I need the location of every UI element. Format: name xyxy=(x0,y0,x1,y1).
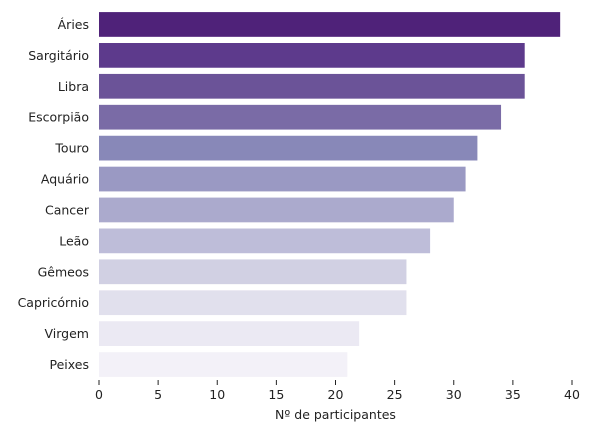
x-tick-label: 35 xyxy=(505,387,521,402)
y-tick-label: Áries xyxy=(58,17,89,32)
y-tick-label: Leão xyxy=(59,233,89,248)
x-tick-label: 15 xyxy=(268,387,284,402)
bar-3 xyxy=(99,73,525,99)
x-tick-label: 25 xyxy=(387,387,403,402)
y-tick-label: Sargitário xyxy=(28,48,89,63)
x-tick-label: 30 xyxy=(446,387,462,402)
x-axis: 0 5 10 15 20 25 30 35 40 xyxy=(95,380,580,402)
bar-7 xyxy=(99,197,454,223)
y-tick-label: Touro xyxy=(54,141,89,156)
bar-9 xyxy=(99,259,407,285)
y-tick-label: Escorpião xyxy=(28,110,89,125)
bar-10 xyxy=(99,290,407,316)
bar-4 xyxy=(99,104,502,130)
bar-12 xyxy=(99,352,348,377)
bar-11 xyxy=(99,321,360,346)
y-tick-label: Libra xyxy=(58,79,89,94)
y-tick-label: Peixes xyxy=(50,357,89,372)
x-tick-label: 20 xyxy=(328,387,344,402)
y-tick-label: Aquário xyxy=(41,172,89,187)
bar-6 xyxy=(99,166,466,192)
bars-layer xyxy=(99,12,561,377)
x-tick-label: 0 xyxy=(95,387,103,402)
y-tick-label: Gêmeos xyxy=(38,264,89,279)
y-tick-label: Cancer xyxy=(45,202,90,217)
y-axis-labels: Áries Sargitário Libra Escorpião Touro Aquári… xyxy=(18,17,90,372)
x-tick-label: 40 xyxy=(564,387,580,402)
x-tick-label: 5 xyxy=(154,387,162,402)
bar-5 xyxy=(99,135,478,161)
bar-8 xyxy=(99,228,431,254)
y-tick-label: Capricórnio xyxy=(18,295,89,310)
y-tick-label: Virgem xyxy=(45,326,89,341)
bar-2 xyxy=(99,43,525,68)
bar-1 xyxy=(99,12,561,37)
x-tick-label: 10 xyxy=(209,387,225,402)
x-axis-title: Nº de participantes xyxy=(275,407,396,422)
